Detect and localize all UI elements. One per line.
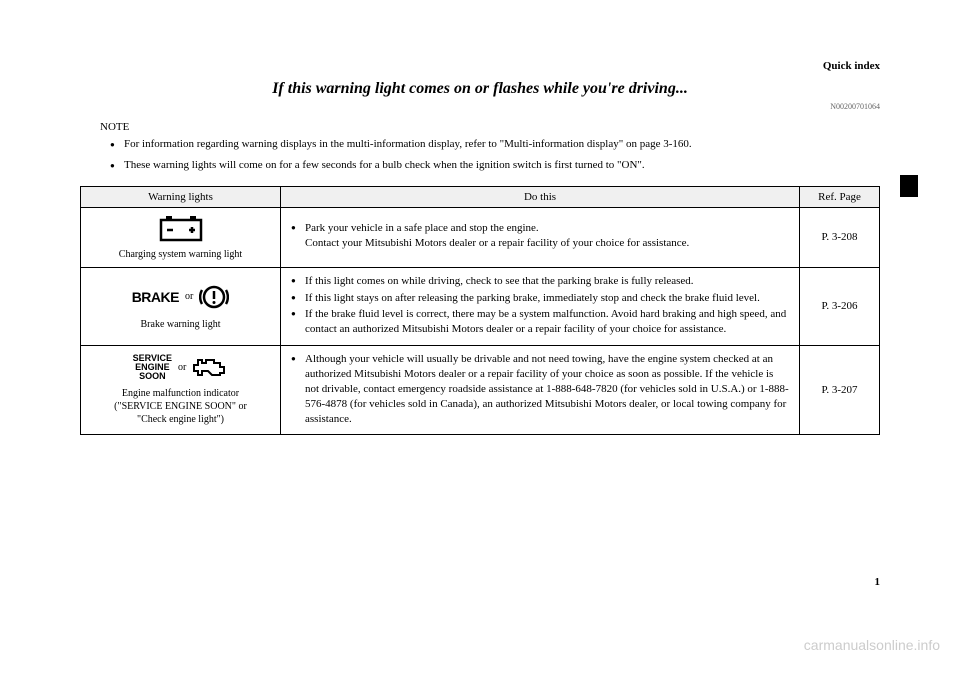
do-item: Park your vehicle in a safe place and st…	[291, 221, 789, 251]
do-list: Park your vehicle in a safe place and st…	[291, 221, 789, 251]
do-item: If the brake fluid level is correct, the…	[291, 307, 789, 337]
note-label: NOTE	[100, 121, 880, 133]
warning-label: Charging system warning light	[91, 248, 270, 261]
th-warning: Warning lights	[81, 186, 281, 207]
table-row: BRAKE or Brake warning light If this lig…	[81, 267, 880, 345]
th-ref: Ref. Page	[800, 186, 880, 207]
warning-table: Warning lights Do this Ref. Page C	[80, 186, 880, 436]
do-item: If this light comes on while driving, ch…	[291, 274, 789, 289]
th-do: Do this	[281, 186, 800, 207]
brake-text-icon: BRAKE	[132, 289, 179, 305]
engine-icon	[192, 355, 228, 381]
note-item: For information regarding warning displa…	[110, 137, 880, 152]
ref-page: P. 3-208	[800, 207, 880, 267]
side-tab	[900, 175, 918, 197]
document-code: N00200701064	[80, 102, 880, 111]
table-row: SERVICEENGINESOON or Engine malfunction …	[81, 346, 880, 435]
warning-label: Engine malfunction indicator ("SERVICE E…	[91, 387, 270, 426]
note-item: These warning lights will come on for a …	[110, 158, 880, 173]
ref-page: P. 3-207	[800, 346, 880, 435]
warning-label: Brake warning light	[91, 318, 270, 331]
or-text: or	[178, 362, 186, 373]
do-item: If this light stays on after releasing t…	[291, 291, 789, 306]
or-text: or	[185, 291, 193, 302]
do-list: If this light comes on while driving, ch…	[291, 274, 789, 337]
watermark: carmanualsonline.info	[804, 637, 940, 653]
service-engine-text-icon: SERVICEENGINESOON	[133, 354, 172, 381]
brake-circle-icon	[199, 282, 229, 312]
battery-icon	[159, 214, 203, 242]
page-number: 1	[875, 576, 881, 588]
section-header: Quick index	[80, 60, 880, 72]
ref-page: P. 3-206	[800, 267, 880, 345]
do-list: Although your vehicle will usually be dr…	[291, 352, 789, 426]
note-list: For information regarding warning displa…	[110, 137, 880, 174]
do-item: Although your vehicle will usually be dr…	[291, 352, 789, 426]
page-title: If this warning light comes on or flashe…	[80, 80, 880, 98]
table-row: Charging system warning light Park your …	[81, 207, 880, 267]
